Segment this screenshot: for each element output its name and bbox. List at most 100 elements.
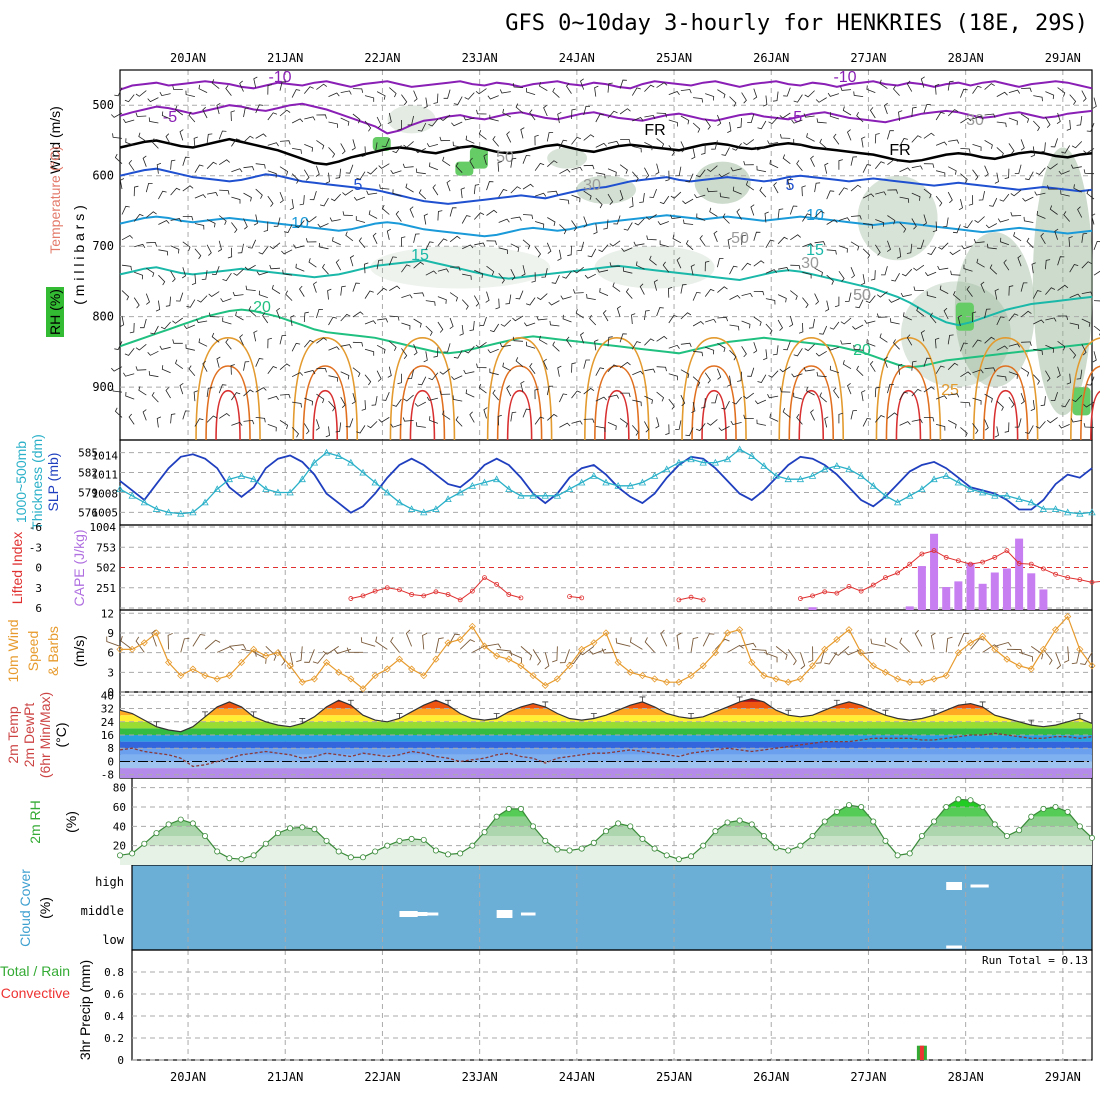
wind-barb: [161, 111, 171, 120]
wind-barb: [512, 315, 524, 322]
wind-barb: [852, 324, 864, 330]
wind-point: [821, 645, 829, 653]
li-tick: 6: [35, 602, 42, 615]
wind-barb: [151, 391, 159, 403]
wind-barb: [834, 296, 840, 308]
wind-barb: [529, 109, 536, 121]
wind-barb: [1008, 343, 1021, 348]
wind-barb: [672, 234, 682, 244]
wind-barb: [1014, 164, 1022, 174]
temp-minmax: [590, 713, 597, 719]
wind-barb: [736, 208, 742, 220]
wind-barb: [840, 340, 852, 345]
wind-barb: [253, 76, 258, 88]
wind-barb: [753, 342, 758, 354]
wind-barb: [676, 257, 682, 269]
wind-barb: [351, 139, 356, 151]
wind-barb: [691, 148, 696, 160]
wind-barb: [188, 111, 196, 123]
wind-point: [541, 681, 549, 690]
wind-barb: [612, 282, 621, 292]
wind-barb: [1060, 190, 1070, 197]
warm-contour: [496, 365, 543, 441]
wind-point: [651, 675, 659, 683]
wind-barb: [891, 273, 900, 282]
wind-speed-line: [120, 615, 1093, 690]
wind-barb: [295, 263, 305, 272]
wind-barb: [170, 187, 181, 196]
wind-barb: [911, 165, 923, 170]
wind-barb: [309, 190, 317, 201]
wind-barb: [269, 264, 281, 270]
wind-barb: [368, 210, 378, 219]
thickness-point: [116, 485, 124, 493]
wind-barb: [175, 105, 184, 116]
wind-barb: [696, 213, 706, 221]
warm-contour: [778, 337, 845, 441]
wind-barb: [418, 189, 427, 200]
thickness-point: [893, 498, 902, 506]
wind-barb: [861, 390, 866, 402]
wind-barb: [328, 400, 336, 412]
wind-barb: [984, 336, 995, 344]
wind-barb: [947, 80, 954, 91]
temp-band: [120, 741, 1092, 749]
wind-barb: [680, 89, 692, 94]
wind-barb: [583, 105, 590, 116]
wind-barb: [510, 157, 517, 168]
ylabel-temp-1: 2m DewPt: [21, 703, 37, 768]
temp-minmax: [882, 709, 889, 716]
chart-title: GFS 0~10day 3-hourly for HENKRIES (18E, …: [505, 11, 1088, 36]
wind-barb: [911, 106, 917, 118]
wind-barb: [255, 163, 266, 169]
wind-barb: [583, 418, 595, 423]
wind-barb: [960, 427, 968, 437]
wind-barb: [607, 364, 618, 372]
wind-point: [894, 675, 902, 683]
temp-tick: 32: [101, 703, 114, 716]
wind-barb: [255, 358, 264, 367]
ylabel-li: Lifted Index: [9, 532, 25, 604]
wind-barb: [552, 341, 560, 352]
wind-barb: [156, 162, 162, 174]
wind-barb: [335, 422, 342, 433]
wind-point: [529, 672, 537, 680]
wind-barb: [1076, 369, 1083, 380]
wind-barb: [183, 324, 196, 329]
wind-barb: [433, 347, 439, 358]
wind-barb: [559, 224, 567, 235]
wind-barb: [413, 318, 422, 328]
wind-barb: [364, 290, 374, 299]
wind-barb: [842, 106, 852, 116]
wind-barb: [906, 334, 913, 346]
precip-tick: 0: [117, 1054, 124, 1067]
wind-barb: [978, 191, 985, 201]
rh-point: [736, 817, 743, 824]
wind-barb: [683, 219, 694, 225]
wind-barb: [777, 319, 784, 331]
wind-barb: [145, 293, 150, 305]
wind-point: [335, 668, 343, 676]
wind-barb: [584, 273, 596, 279]
surface-barb: [589, 648, 607, 655]
thickness-point: [1015, 495, 1023, 502]
wind-barb: [158, 249, 169, 256]
wind-barb: [361, 400, 366, 411]
wind-barb: [449, 292, 458, 302]
wind-barb: [1061, 398, 1071, 408]
wind-barb: [1083, 169, 1095, 175]
wind-barb: [376, 259, 383, 270]
rh-point: [578, 845, 585, 852]
wind-barb: [1057, 87, 1066, 97]
wind-barb: [510, 216, 522, 221]
wind-barb: [856, 112, 864, 123]
wind-barb: [656, 138, 665, 148]
wind-barb: [1069, 293, 1081, 298]
wind-barb: [793, 94, 803, 103]
cape-bar: [1002, 568, 1011, 610]
wind-barb: [903, 312, 912, 321]
wind-barb: [1004, 168, 1010, 179]
wind-barb: [753, 231, 761, 241]
wind-barb: [927, 246, 937, 255]
temp-minmax: [202, 711, 209, 717]
